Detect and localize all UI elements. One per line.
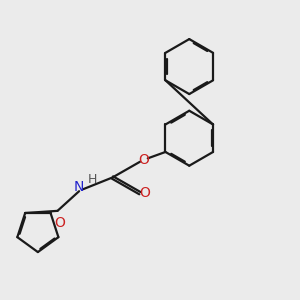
Text: O: O — [140, 186, 150, 200]
Text: O: O — [55, 216, 65, 230]
Text: N: N — [74, 180, 84, 194]
Text: H: H — [88, 173, 98, 186]
Text: O: O — [138, 153, 149, 167]
